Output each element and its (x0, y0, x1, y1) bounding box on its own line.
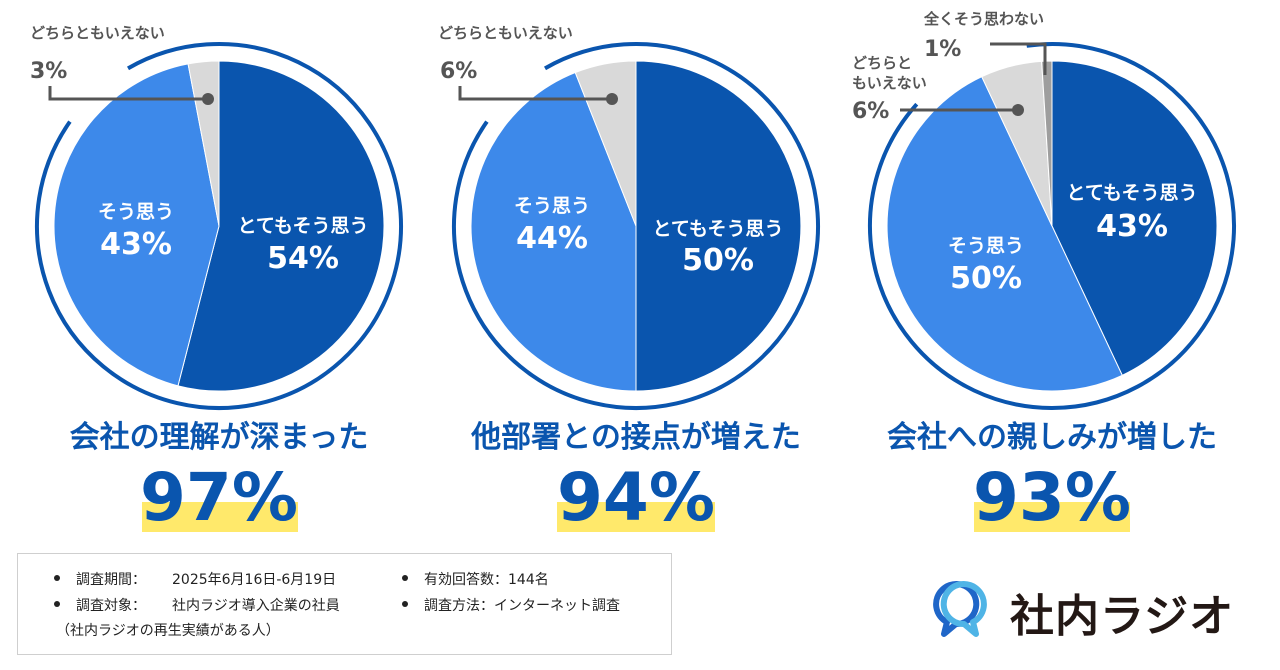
pie-slice (635, 60, 802, 392)
pie-1-highlight (142, 502, 298, 532)
survey-target-value: 社内ラジオ導入企業の社員 (172, 598, 340, 614)
pie-layer: とてもそう思う54%そう思う43%どちらともいえない3%とてもそう思う50%そう… (30, 10, 1236, 410)
pie-ring (868, 42, 1236, 410)
bullet-icon (54, 575, 60, 581)
pie-slice (887, 76, 1123, 392)
pie-slice (1041, 60, 1053, 227)
slice-label: そう思う (98, 201, 174, 223)
slice-value-label: 50% (682, 243, 754, 278)
pie-2-headline: 94% (557, 459, 715, 536)
survey-target-label: 調査対象： (76, 598, 146, 614)
bullet-icon (402, 601, 408, 607)
pie-3-title: 会社への親しみが増した (887, 420, 1217, 455)
slice-label: とてもそう思う (1066, 182, 1197, 204)
survey-period-label: 調査期間： (76, 572, 146, 588)
callout-name-label: どちらともいえない (30, 24, 165, 42)
pie-slice (574, 60, 637, 227)
pie-2-highlight (557, 502, 715, 532)
survey-info-panel: 調査期間： 2025年6月16日-6月19日 調査対象： 社内ラジオ導入企業の社… (17, 553, 672, 655)
slice-label: そう思う (948, 235, 1024, 257)
callout-dot (606, 93, 618, 105)
pie-3-headline: 93% (973, 459, 1131, 536)
slice-label: とてもそう思う (652, 218, 783, 240)
slice-value-label: 50% (950, 261, 1022, 296)
callout-value-label: 1% (924, 37, 961, 62)
pie-slice (177, 60, 385, 392)
bullet-icon (54, 601, 60, 607)
survey-target-note: （社内ラジオの再生実績がある人） (56, 623, 280, 639)
slice-value-label: 54% (267, 241, 339, 276)
slice-value-label: 43% (1096, 209, 1168, 244)
callout-value-label: 6% (440, 59, 477, 84)
callout-line (990, 42, 1047, 75)
pie-chart-1: とてもそう思う 54% そう思う 43% どちらともいえない 3% (30, 24, 403, 410)
pie-chart-2: とてもそう思う 50% そう思う 44% どちらともいえない 6% (438, 24, 820, 410)
callout-dot (202, 93, 214, 105)
survey-method: 調査方法：インターネット調査 (424, 598, 620, 614)
callout-value-label: 6% (852, 99, 889, 124)
callout-name-label: どちらともいえない (438, 24, 573, 42)
survey-responses: 有効回答数：144名 (424, 572, 549, 588)
callout-dot (1012, 104, 1024, 116)
callout-value-label: 3% (30, 59, 67, 84)
callout-line (458, 86, 612, 101)
pie-3-highlight (974, 502, 1130, 532)
slice-label: そう思う (514, 195, 590, 217)
pie-chart-3: とてもそう思う 43% そう思う 50% どちらともいえない 6% 全くそう思わない 1% (852, 10, 1236, 410)
logo-text: 社内ラジオ (1010, 591, 1235, 642)
pie-ring (35, 42, 403, 410)
survey-period-value: 2025年6月16日-6月19日 (172, 572, 337, 588)
pie-slice (470, 71, 637, 392)
slice-label: とてもそう思う (237, 215, 368, 237)
pie-2-title: 他部署との接点が増えた (470, 420, 801, 455)
bullet-icon (402, 575, 408, 581)
pie-1-title: 会社の理解が深まった (70, 420, 369, 455)
callout-name-label: 全くそう思わない (923, 10, 1044, 28)
pie-1-headline: 97% (140, 459, 298, 536)
slice-value-label: 44% (516, 221, 588, 256)
callout-line (48, 86, 208, 101)
double-speech-bubble-icon (933, 581, 987, 637)
pie-slice (53, 63, 220, 387)
pie-ring (452, 42, 820, 410)
callout-name-label: どちらと (852, 54, 912, 72)
slice-value-label: 43% (100, 227, 172, 262)
callout-name-label: もいえない (852, 74, 927, 92)
pie-slice (1051, 60, 1218, 376)
